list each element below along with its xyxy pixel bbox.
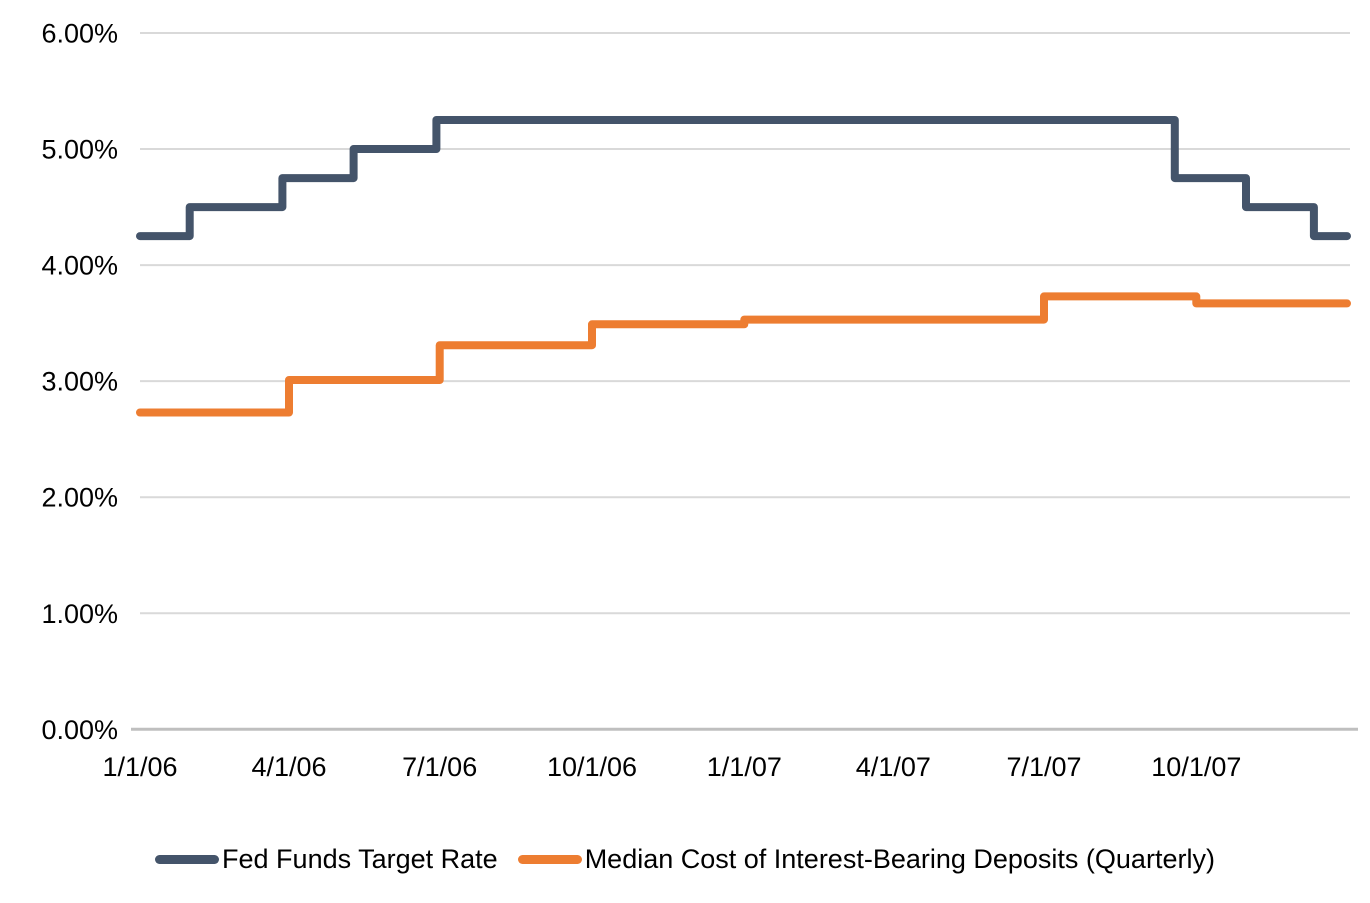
y-tick-label: 4.00% — [41, 251, 118, 281]
series-line-median-cost-of-interest-bearing-deposits-quarterly — [136, 292, 1351, 417]
legend-line-swatch — [155, 854, 220, 864]
y-tick-label: 1.00% — [41, 599, 118, 629]
x-tick-label: 1/1/06 — [102, 752, 177, 782]
x-tick-label: 7/1/07 — [1006, 752, 1081, 782]
x-tick-label: 1/1/07 — [707, 752, 782, 782]
series-lines — [136, 116, 1351, 417]
x-tick-label: 4/1/07 — [856, 752, 931, 782]
legend-line-swatch — [517, 854, 582, 864]
y-tick-label: 2.00% — [41, 483, 118, 513]
y-tick-label: 5.00% — [41, 135, 118, 165]
x-tick-label: 10/1/06 — [547, 752, 637, 782]
series-line-fed-funds-target-rate — [136, 116, 1351, 241]
y-tick-label: 3.00% — [41, 367, 118, 397]
legend-item: Fed Funds Target Rate — [155, 844, 498, 875]
x-axis-tick-labels: 1/1/06 4/1/06 7/1/06 10/1/06 1/1/07 4/1/07 7/1… — [102, 752, 1241, 782]
legend-label: Median Cost of Interest-Bearing Deposits… — [584, 843, 1215, 874]
x-tick-label: 10/1/07 — [1151, 752, 1241, 782]
legend-item: Median Cost of Interest-Bearing Deposits… — [517, 843, 1215, 875]
legend-label: Fed Funds Target Rate — [222, 843, 498, 874]
x-tick-label: 4/1/06 — [251, 752, 326, 782]
y-axis-tick-labels: 0.00% 1.00% 2.00% 3.00% 4.00% 5.00% 6.00% — [41, 19, 118, 745]
x-tick-label: 7/1/06 — [402, 752, 477, 782]
y-tick-label: 0.00% — [41, 715, 118, 745]
y-tick-label: 6.00% — [41, 19, 118, 49]
chart-legend: Fed Funds Target Rate Median Cost of Inte… — [0, 838, 1370, 880]
